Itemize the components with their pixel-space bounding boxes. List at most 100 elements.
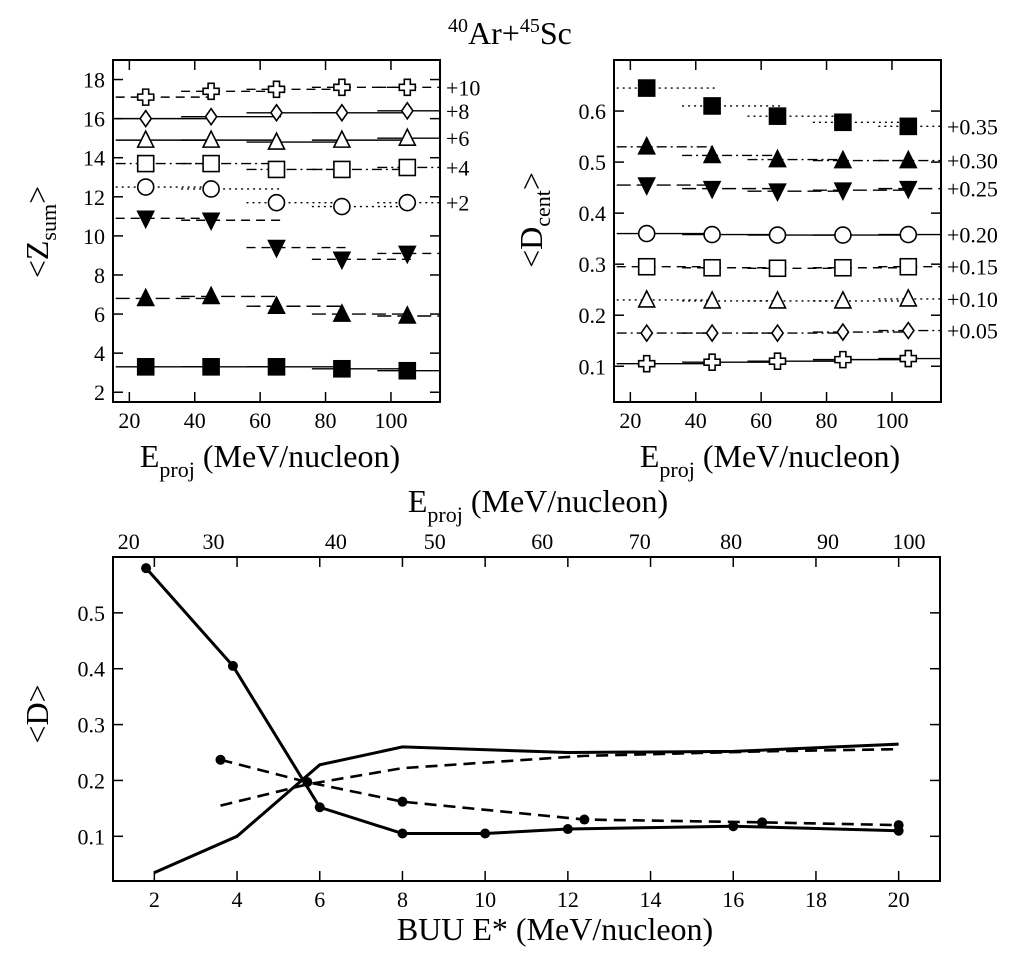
buu-top-tick-label: 90 — [817, 529, 839, 554]
zsum-data-point — [398, 78, 417, 97]
dcent-data-point — [705, 323, 719, 343]
dcent-xlabel-sub: proj — [659, 457, 694, 482]
zsum-xlabel-sub: proj — [159, 457, 194, 482]
dcent-data-point — [833, 149, 853, 169]
zsum-data-point — [398, 127, 417, 146]
title-sup-40: 40 — [448, 15, 468, 37]
dcent-ylabel-main: <D — [513, 227, 549, 268]
zsum-y-tick-label: 8 — [94, 263, 105, 288]
dcent-offset-label: +0.25 — [947, 177, 998, 202]
dcent-marks: 20 40 60 80 100 0.1 0.2 0.3 0.4 0.5 0.6 +0.35 +0.30 +… — [579, 60, 998, 433]
dcent-data-point — [768, 107, 787, 125]
dcent-panel: 20 40 60 80 100 0.1 0.2 0.3 0.4 0.5 0.6 +0.35 +0.30 +… — [513, 59, 998, 482]
dcent-data-point — [768, 259, 787, 278]
dcent-data-point — [834, 350, 852, 369]
buu-data-point — [757, 817, 768, 828]
buu-data-point — [397, 796, 408, 807]
zsum-data-point — [136, 88, 155, 106]
zsum-data-point — [398, 245, 417, 265]
dcent-data-point — [637, 289, 656, 308]
buu-x-tick-label: 18 — [805, 887, 827, 912]
dcent-data-point — [899, 349, 918, 368]
dcent-y-tick-label: 0.6 — [579, 99, 607, 124]
zsum-y-tick-label: 12 — [83, 185, 105, 210]
zsum-offset-label: +4 — [446, 155, 469, 180]
zsum-data-point — [335, 103, 349, 123]
dcent-offset-label: +0.15 — [947, 255, 998, 280]
zsum-x-axis-title: Eproj (MeV/nucleon) — [140, 438, 400, 482]
buu-x-tick-label: 10 — [474, 887, 496, 912]
zsum-data-point — [136, 358, 155, 376]
zsum-offset-label: +10 — [446, 75, 480, 100]
buu-top-tick-label: 60 — [531, 529, 553, 554]
zsum-data-point — [267, 131, 286, 150]
dcent-data-point — [834, 226, 852, 244]
dcent-data-point — [637, 257, 656, 276]
dcent-x-tick-label: 100 — [875, 408, 908, 433]
zsum-y-tick-label: 10 — [83, 224, 105, 249]
buu-data-point — [480, 828, 491, 839]
dcent-x-tick-label: 20 — [619, 408, 641, 433]
buu-top-tick-label: 50 — [424, 529, 446, 554]
zsum-data-point — [267, 160, 286, 179]
dcent-offset-label: +0.10 — [947, 287, 998, 312]
title-sc: Sc — [540, 15, 572, 51]
zsum-data-point — [400, 101, 414, 121]
zsum-y-tick-label: 6 — [94, 302, 105, 327]
dcent-y-tick-label: 0.3 — [579, 252, 607, 277]
zsum-plot-frame — [112, 59, 441, 403]
dcent-y-tick-label: 0.1 — [579, 354, 607, 379]
buu-series-line — [144, 567, 899, 836]
dcent-y-tick-label: 0.4 — [579, 201, 607, 226]
zsum-x-tick-label: 60 — [249, 408, 271, 433]
zsum-data-point — [136, 178, 155, 196]
zsum-data-point — [202, 180, 220, 198]
buu-x-axis-title: BUU E* (MeV/nucleon) — [397, 911, 713, 947]
zsum-data-point — [136, 154, 155, 173]
zsum-data-point — [136, 129, 155, 148]
buu-top-axis-title: Eproj (MeV/nucleon) — [408, 483, 668, 527]
dcent-y-tick-label: 0.5 — [579, 150, 607, 175]
buu-data-point — [893, 820, 904, 831]
buu-y-tick-label: 0.3 — [78, 713, 106, 738]
zsum-data-point — [333, 160, 351, 179]
zsum-y-tick-label: 18 — [83, 68, 105, 93]
zsum-x-tick-label: 40 — [184, 408, 206, 433]
dcent-data-point — [833, 182, 853, 201]
zsum-y-tick-label: 14 — [83, 146, 105, 171]
dcent-data-point — [768, 290, 787, 309]
dcent-data-point — [901, 321, 915, 340]
buu-top-tick-label: 20 — [118, 529, 140, 554]
dcent-data-point — [637, 177, 656, 196]
buu-top-tick-label: 100 — [892, 529, 925, 554]
buu-x-tick-label: 4 — [232, 887, 243, 912]
zsum-data-point — [398, 158, 417, 177]
zsum-data-point — [267, 239, 286, 259]
buu-plot-frame — [112, 556, 941, 882]
zsum-xlabel-end: (MeV/nucleon) — [195, 438, 400, 474]
buu-series-line — [220, 758, 899, 827]
zsum-ylabel-end: > — [19, 186, 55, 204]
dcent-offset-label: +0.05 — [947, 319, 998, 344]
zsum-data-point — [202, 358, 220, 376]
dcent-data-point — [768, 352, 787, 370]
dcent-data-point — [833, 290, 853, 309]
buu-top-tick-label: 70 — [629, 529, 651, 554]
dcent-xlabel-main: E — [640, 438, 660, 474]
dcent-ylabel-end: > — [513, 172, 549, 190]
buu-x-tick-label: 14 — [640, 887, 662, 912]
zsum-data-point — [201, 129, 221, 148]
zsum-data-point — [333, 359, 351, 378]
dcent-data-point — [703, 258, 721, 277]
zsum-data-point — [267, 358, 286, 376]
dcent-offset-label: +0.35 — [947, 114, 998, 139]
dcent-data-point — [899, 288, 918, 307]
dcent-x-tick-label: 40 — [685, 408, 707, 433]
buu-data-point — [141, 563, 152, 574]
dcent-data-point — [702, 144, 722, 164]
dcent-data-point — [836, 322, 850, 342]
zsum-marks: 20 40 60 80 100 2 4 6 8 10 12 14 16 18 +10+8+6 +4 +2 — [83, 60, 480, 433]
dcent-data-point — [702, 290, 722, 309]
zsum-data-point — [332, 251, 352, 271]
